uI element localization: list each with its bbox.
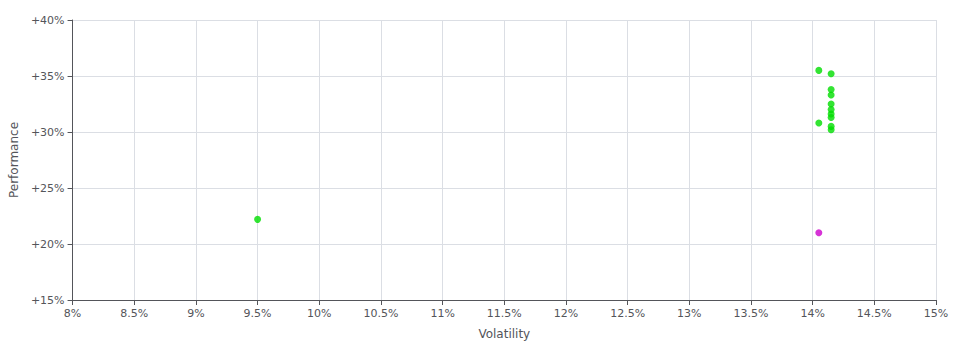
svg-text:+25%: +25% (31, 182, 65, 195)
svg-text:9.5%: 9.5% (244, 307, 272, 320)
svg-text:+20%: +20% (31, 238, 65, 251)
svg-text:+15%: +15% (31, 294, 65, 307)
svg-text:14.5%: 14.5% (857, 307, 892, 320)
svg-text:13%: 13% (677, 307, 701, 320)
svg-text:15%: 15% (924, 307, 948, 320)
svg-text:11%: 11% (430, 307, 454, 320)
svg-text:Performance: Performance (7, 122, 21, 198)
svg-text:+40%: +40% (31, 14, 65, 27)
svg-text:13.5%: 13.5% (734, 307, 769, 320)
svg-text:12%: 12% (554, 307, 578, 320)
svg-text:8%: 8% (64, 307, 81, 320)
svg-text:14%: 14% (800, 307, 824, 320)
svg-text:12.5%: 12.5% (610, 307, 645, 320)
svg-text:10.5%: 10.5% (363, 307, 398, 320)
svg-text:9%: 9% (187, 307, 204, 320)
svg-text:+30%: +30% (31, 126, 65, 139)
svg-text:10%: 10% (307, 307, 331, 320)
svg-text:8.5%: 8.5% (120, 307, 148, 320)
svg-text:11.5%: 11.5% (487, 307, 522, 320)
svg-text:Volatility: Volatility (478, 327, 530, 341)
svg-text:+35%: +35% (31, 70, 65, 83)
